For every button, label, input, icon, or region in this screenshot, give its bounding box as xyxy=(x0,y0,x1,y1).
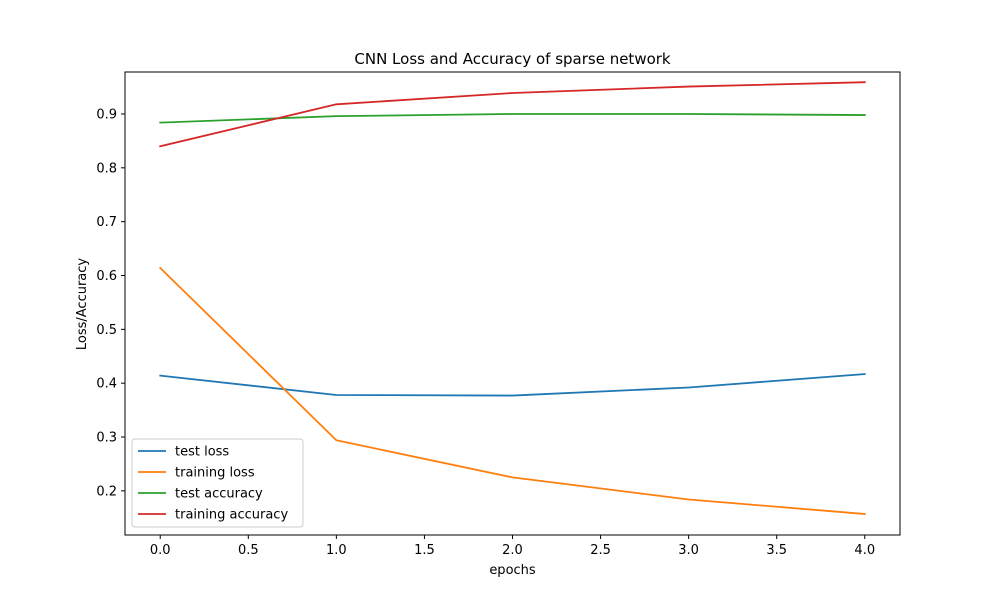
series-line-training-accuracy xyxy=(159,81,866,148)
x-tick-label: 2.5 xyxy=(590,543,611,558)
legend-label: test loss xyxy=(175,445,229,460)
x-axis-label: epochs xyxy=(489,563,536,578)
x-tick-label: 2.0 xyxy=(502,543,523,558)
y-tick-label: 0.6 xyxy=(96,269,117,284)
legend-label: test accuracy xyxy=(175,487,263,502)
legend: test loss training loss test accuracy train… xyxy=(131,438,304,528)
x-tick-label: 0.0 xyxy=(150,543,171,558)
y-tick-label: 0.3 xyxy=(96,431,117,446)
legend-label: training accuracy xyxy=(175,508,288,523)
chart-title: CNN Loss and Accuracy of sparse network xyxy=(354,50,671,68)
y-tick-label: 0.2 xyxy=(96,484,117,499)
x-tick-label: 1.5 xyxy=(414,543,435,558)
x-tick-label: 3.0 xyxy=(678,543,699,558)
series-line-training-loss xyxy=(158,266,866,515)
y-tick-label: 0.5 xyxy=(96,323,117,338)
legend-box xyxy=(131,438,304,528)
legend-label: training loss xyxy=(175,466,255,481)
y-tick-label: 0.7 xyxy=(96,215,117,230)
series-line-test-loss xyxy=(159,373,866,397)
series-layer xyxy=(158,81,866,515)
y-tick-label: 0.9 xyxy=(96,107,117,122)
y-tick-label: 0.4 xyxy=(96,377,117,392)
y-tick-label: 0.8 xyxy=(96,161,117,176)
y-axis-label: Loss/Accuracy xyxy=(75,258,90,351)
x-tick-label: 3.5 xyxy=(766,543,787,558)
axes-layer: 0.0 0.5 1.0 1.5 2.0 2.5 3.0 3.5 4.0 0.2 0.3 0.4 0.5 0… xyxy=(96,71,901,558)
x-tick-label: 1.0 xyxy=(326,543,347,558)
x-tick-label: 4.0 xyxy=(854,543,875,558)
x-tick-label: 0.5 xyxy=(238,543,259,558)
